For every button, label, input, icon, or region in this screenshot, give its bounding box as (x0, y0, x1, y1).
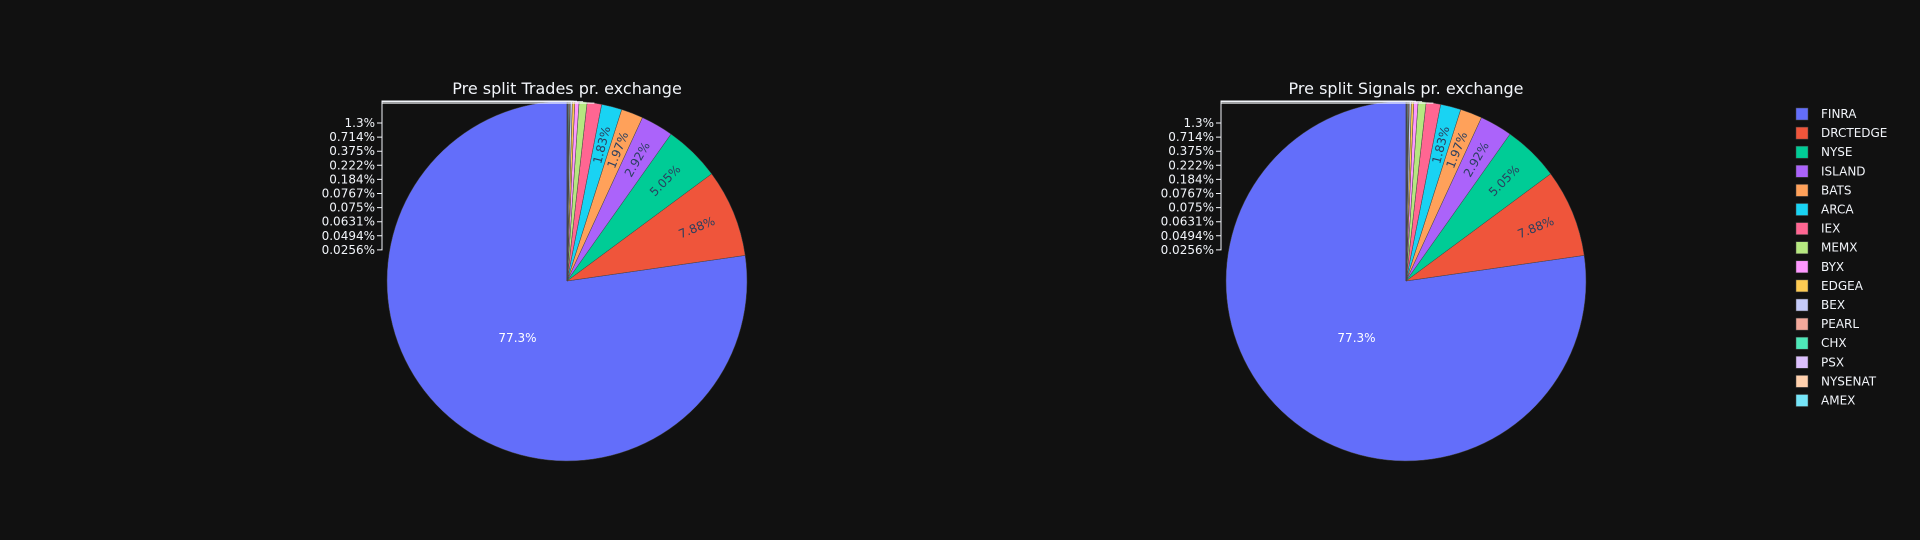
legend-item-byx[interactable]: BYX (1795, 260, 1844, 274)
slice-label: 77.3% (498, 331, 536, 345)
legend-swatch (1795, 165, 1809, 178)
chart-title-trades: Pre split Trades pr. exchange (452, 79, 682, 98)
leader-line (377, 100, 568, 251)
slice-label: 1.3% (1184, 116, 1215, 130)
legend-label: EDGEA (1821, 279, 1864, 293)
legend-swatch (1795, 203, 1809, 216)
legend-swatch (1795, 317, 1809, 331)
legend-label: NYSENAT (1821, 374, 1877, 388)
legend-item-pearl[interactable]: PEARL (1795, 317, 1859, 331)
legend-label: NYSE (1821, 145, 1853, 159)
slice-label: 0.0256% (1161, 243, 1214, 257)
legend-label: AMEX (1821, 394, 1855, 408)
legend-swatch (1795, 107, 1809, 121)
legend-swatch (1795, 145, 1809, 159)
legend-label: FINRA (1821, 107, 1857, 121)
legend-item-psx[interactable]: PSX (1795, 355, 1844, 369)
slice-label: 0.075% (1168, 201, 1214, 215)
legend-item-edgea[interactable]: EDGEA (1795, 279, 1864, 293)
legend-swatch (1795, 279, 1809, 293)
legend-swatch (1795, 126, 1809, 140)
slice-label: 0.375% (329, 144, 375, 158)
legend-swatch (1795, 184, 1809, 197)
slice-label: 0.0767% (322, 187, 375, 201)
chart-title-signals: Pre split Signals pr. exchange (1289, 79, 1524, 98)
legend-item-bats[interactable]: BATS (1795, 183, 1851, 197)
slice-label: 1.3% (345, 116, 376, 130)
legend-item-chx[interactable]: CHX (1795, 336, 1847, 350)
legend-label: CHX (1821, 336, 1847, 350)
legend-label: BYX (1821, 260, 1844, 274)
slice-label: 0.184% (329, 172, 375, 186)
leader-line (1216, 100, 1407, 251)
legend-item-arca[interactable]: ARCA (1795, 203, 1854, 217)
legend-label: PEARL (1821, 317, 1859, 331)
legend-item-nysenat[interactable]: NYSENAT (1795, 374, 1877, 388)
slice-label: 0.222% (329, 158, 375, 172)
legend-label: IEX (1821, 222, 1840, 236)
legend-item-bex[interactable]: BEX (1795, 298, 1845, 312)
pie-chart-signals: Pre split Signals pr. exchange 77.3%7.88… (1161, 79, 1587, 462)
pie-chart-trades: Pre split Trades pr. exchange 77.3%7.88%… (322, 79, 748, 462)
legend-swatch (1795, 394, 1809, 407)
slice-label: 0.375% (1168, 144, 1214, 158)
slice-label: 0.222% (1168, 158, 1214, 172)
legend: FINRA DRCTEDGE NYSE ISLAND BATS ARCA IEX MEMX BY… (1795, 107, 1887, 408)
legend-swatch (1795, 336, 1809, 350)
legend-swatch (1795, 241, 1809, 254)
legend-label: BATS (1821, 183, 1851, 197)
slice-label: 0.0767% (1161, 187, 1214, 201)
legend-swatch (1795, 298, 1809, 312)
legend-swatch (1795, 356, 1809, 369)
legend-label: BEX (1821, 298, 1845, 312)
legend-item-island[interactable]: ISLAND (1795, 164, 1866, 178)
legend-swatch (1795, 260, 1809, 274)
slice-label: 0.714% (329, 130, 375, 144)
legend-swatch (1795, 222, 1809, 235)
legend-label: PSX (1821, 355, 1844, 369)
slice-label: 0.0631% (322, 215, 375, 229)
slice-label: 77.3% (1337, 331, 1375, 345)
legend-label: MEMX (1821, 241, 1858, 255)
legend-swatch (1795, 375, 1809, 388)
slice-label: 0.0494% (1161, 229, 1214, 243)
slice-label: 0.0494% (322, 229, 375, 243)
slice-label: 0.714% (1168, 130, 1214, 144)
legend-item-nyse[interactable]: NYSE (1795, 145, 1853, 159)
legend-label: ARCA (1821, 203, 1854, 217)
legend-item-finra[interactable]: FINRA (1795, 107, 1857, 121)
slice-label: 0.0631% (1161, 215, 1214, 229)
slice-label: 0.0256% (322, 243, 375, 257)
legend-label: ISLAND (1821, 164, 1866, 178)
slice-label: 0.075% (329, 201, 375, 215)
legend-item-drctedge[interactable]: DRCTEDGE (1795, 126, 1887, 140)
slice-label: 0.184% (1168, 172, 1214, 186)
legend-item-amex[interactable]: AMEX (1795, 394, 1855, 408)
legend-item-iex[interactable]: IEX (1795, 222, 1840, 236)
legend-item-memx[interactable]: MEMX (1795, 241, 1858, 255)
legend-label: DRCTEDGE (1821, 126, 1887, 140)
